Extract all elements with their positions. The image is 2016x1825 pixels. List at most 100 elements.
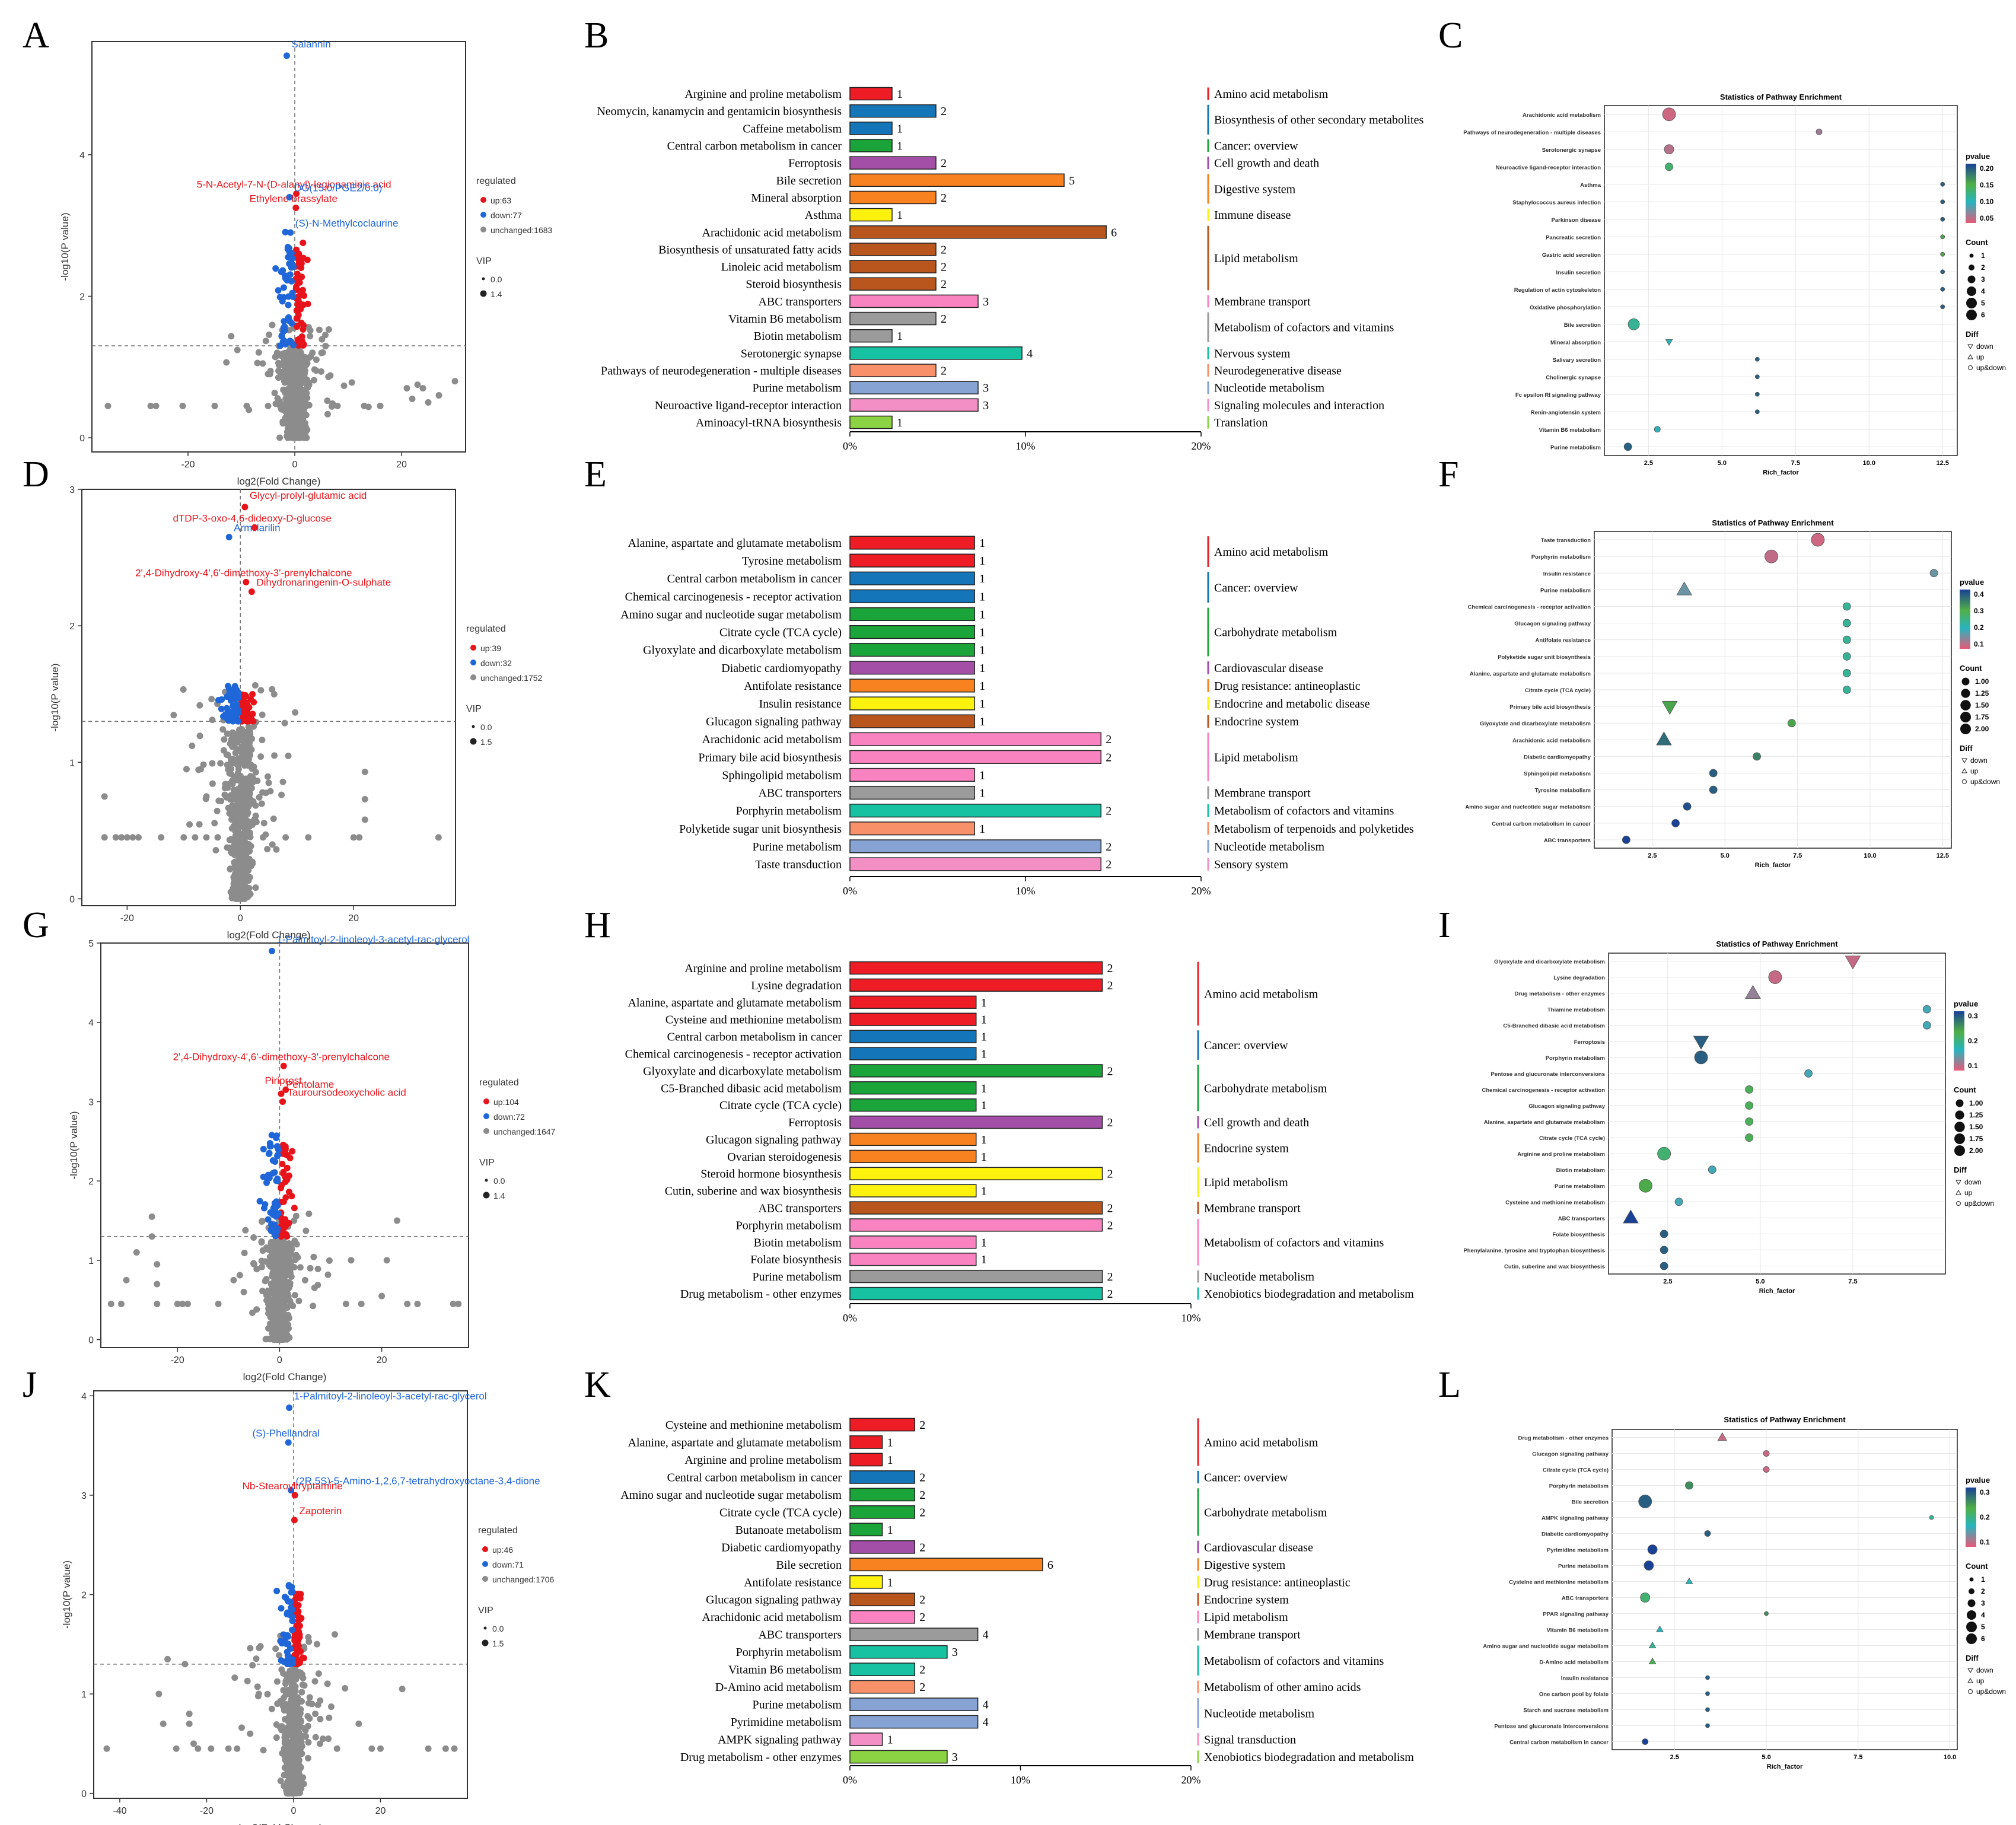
pathway-bar	[849, 1218, 1103, 1232]
legend-diff-symbol	[1956, 1189, 1961, 1195]
unchanged-point	[292, 709, 299, 716]
pathway-label: Gastric acid secretion	[1542, 252, 1601, 259]
x-tick-label: 10.0	[1864, 852, 1876, 859]
pathway-bar	[849, 679, 975, 693]
legend-regulated-title: regulated	[466, 624, 506, 634]
pathway-label: Aminoacyl-tRNA biosynthesis	[696, 416, 842, 429]
unchanged-point	[284, 1761, 291, 1768]
unchanged-point	[294, 1728, 301, 1735]
unchanged-point	[276, 434, 284, 441]
y-axis-label: -log10(P value)	[61, 1560, 72, 1629]
plot-frame	[91, 41, 466, 453]
y-tick-label: 2	[81, 1591, 87, 1601]
point-label: Pentolame	[286, 1079, 334, 1090]
pathway-bar	[849, 1610, 915, 1624]
pathway-bar	[849, 732, 1102, 746]
enrichment-point	[1648, 1641, 1657, 1648]
legend-vip-label: 1.4	[491, 289, 502, 299]
unchanged-point	[272, 1237, 279, 1244]
up-point	[284, 1164, 291, 1171]
legend-pvalue-label: 0.05	[1980, 214, 1994, 222]
pathway-label: Central carbon metabolism in cancer	[667, 1471, 842, 1484]
unchanged-point	[235, 861, 242, 868]
pathway-label: Taste transduction	[755, 858, 842, 871]
pathway-label: Cysteine and methionine metabolism	[1509, 1579, 1609, 1586]
pathway-label: Purine metabolism	[1550, 444, 1601, 451]
point-label: Armillarilin	[234, 523, 280, 534]
unchanged-point	[155, 1690, 163, 1697]
unchanged-point	[284, 1751, 291, 1759]
up-point	[299, 1654, 306, 1661]
legend-count-label: 1.00	[1969, 1099, 1983, 1107]
down-point	[218, 705, 225, 712]
legend-diff-title: Diff	[1960, 744, 1973, 753]
pathway-label: Steroid hormone biosynthesis	[700, 1168, 842, 1181]
legend-count-title: Count	[1966, 1562, 1988, 1571]
labeled-point	[286, 193, 293, 200]
kegg-bar-chart-B: 0% 10% 20% Arginine and proline metabolism 1…	[597, 87, 1423, 452]
pathway-label: Alanine, aspartate and glutamate metabol…	[1484, 1119, 1605, 1126]
pathway-label: Purine metabolism	[752, 1270, 842, 1283]
enrichment-point	[1717, 1432, 1727, 1441]
y-tick-label: 0	[69, 894, 75, 904]
unchanged-point	[368, 1745, 375, 1752]
point-label: Dihydronaringenin-O-sulphate	[256, 577, 391, 588]
x-tick-label: 20	[377, 1355, 387, 1365]
category-label: Cardiovascular disease	[1214, 662, 1323, 675]
pathway-label: Porphyrin metabolism	[1546, 1055, 1605, 1062]
unchanged-point	[305, 324, 312, 331]
unchanged-point	[282, 834, 289, 841]
category-label: Amino acid metabolism	[1214, 88, 1329, 101]
point-label: Nb-Stearoyltryptamine	[243, 1480, 343, 1492]
unchanged-point	[255, 349, 262, 356]
pathway-label: Mineral absorption	[751, 192, 842, 205]
unchanged-point	[262, 1278, 269, 1285]
unchanged-point	[324, 410, 331, 418]
unchanged-point	[292, 1712, 299, 1719]
unchanged-point	[279, 1238, 286, 1245]
pathway-bar	[849, 1645, 948, 1659]
unchanged-point	[235, 757, 242, 764]
unchanged-point	[383, 1257, 390, 1264]
unchanged-point	[258, 1238, 265, 1245]
unchanged-point	[154, 1281, 161, 1288]
pathway-label: Diabetic cardiomyopathy	[721, 1541, 842, 1554]
pathway-label: Pathways of neurodegeneration - multiple…	[1463, 129, 1601, 136]
up-point	[291, 1637, 298, 1644]
enrichment-point	[1656, 1625, 1664, 1632]
enrichment-point	[1705, 1675, 1710, 1680]
unchanged-point	[282, 1296, 289, 1303]
bar-count-label: 2	[1107, 1116, 1113, 1129]
unchanged-point	[243, 855, 250, 862]
enrichment-point	[1704, 1530, 1711, 1537]
down-point	[273, 1132, 280, 1139]
legend-count-label: 1.25	[1975, 689, 1989, 697]
down-point	[286, 271, 294, 278]
unchanged-point	[264, 1690, 271, 1697]
unchanged-point	[326, 1257, 333, 1264]
bar-count-label: 4	[983, 1716, 989, 1729]
legend-vip-label: 0.0	[493, 1176, 505, 1186]
pathway-label: ABC transporters	[758, 295, 842, 308]
legend-vip-title: VIP	[479, 1158, 495, 1168]
down-point	[273, 1588, 281, 1595]
x-tick-label: 7.5	[1853, 1754, 1862, 1761]
pathway-bar	[849, 173, 1065, 187]
enrichment-point	[1623, 1209, 1639, 1224]
pathway-label: Glucagon signaling pathway	[706, 715, 842, 728]
enrichment-plot-I: Statistics of Pathway Enrichment 2.5 5.0 7.…	[1463, 939, 1994, 1295]
pathway-label: Porphyrin metabolism	[1549, 1483, 1609, 1490]
enrichment-point	[1654, 426, 1661, 433]
unchanged-point	[236, 800, 243, 807]
x-tick-label: 0	[238, 913, 243, 923]
x-tick-label: 10%	[1011, 1774, 1030, 1786]
y-tick-label: 1	[69, 758, 75, 768]
enrichment-plot-C: Statistics of Pathway Enrichment 2.5 5.0 7.…	[1463, 93, 2006, 476]
pathway-bar	[849, 1453, 883, 1467]
unchanged-point	[425, 1745, 432, 1752]
bar-count-label: 2	[1107, 1202, 1113, 1215]
unchanged-point	[308, 1700, 316, 1708]
up-point	[294, 336, 301, 343]
data-points	[103, 1404, 458, 1797]
pathway-label: Lysine degradation	[1553, 975, 1605, 982]
